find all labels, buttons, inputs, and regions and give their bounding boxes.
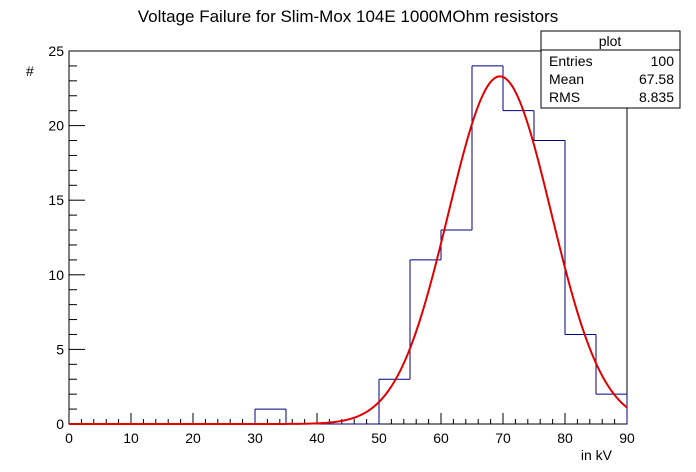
x-tick-label: 50 bbox=[371, 430, 387, 446]
stats-entries-label: Entries bbox=[549, 53, 593, 69]
x-tick-label: 60 bbox=[433, 430, 449, 446]
y-tick-label: 5 bbox=[56, 341, 64, 357]
x-tick-label: 0 bbox=[65, 430, 73, 446]
y-tick-label: 0 bbox=[56, 416, 64, 432]
y-tick-label: 25 bbox=[48, 43, 64, 59]
stats-box-frame bbox=[540, 30, 681, 109]
x-tick-label: 90 bbox=[619, 430, 635, 446]
stats-box: plot Entries 100 Mean 67.58 RMS 8.835 bbox=[540, 30, 681, 109]
fit-curve-layer bbox=[69, 75, 628, 425]
y-axis-label: # bbox=[26, 63, 34, 79]
y-tick-label: 20 bbox=[48, 118, 64, 134]
stats-rms-value: 8.835 bbox=[639, 89, 674, 105]
y-tick-label: 10 bbox=[48, 267, 64, 283]
x-tick-label: 40 bbox=[309, 430, 325, 446]
histogram-bin bbox=[502, 65, 534, 112]
stats-box-title: plot bbox=[599, 33, 622, 49]
stats-mean-label: Mean bbox=[549, 71, 584, 87]
y-tick-label: 15 bbox=[48, 192, 64, 208]
stats-mean-value: 67.58 bbox=[639, 71, 674, 87]
x-axis-label: in kV bbox=[581, 447, 613, 463]
stats-rms-label: RMS bbox=[549, 89, 580, 105]
histogram-bin bbox=[254, 408, 286, 424]
x-tick-label: 20 bbox=[185, 430, 201, 446]
histogram-bin bbox=[533, 110, 565, 142]
x-tick-label: 30 bbox=[247, 430, 263, 446]
x-tick-label: 70 bbox=[495, 430, 511, 446]
x-tick-label: 80 bbox=[557, 430, 573, 446]
stats-entries-value: 100 bbox=[651, 53, 675, 69]
histogram-bin bbox=[471, 65, 503, 231]
fit-curve bbox=[69, 75, 628, 425]
histogram-bin bbox=[564, 140, 596, 335]
chart-title: Voltage Failure for Slim-Mox 104E 1000MO… bbox=[138, 7, 558, 26]
x-tick-label: 10 bbox=[123, 430, 139, 446]
